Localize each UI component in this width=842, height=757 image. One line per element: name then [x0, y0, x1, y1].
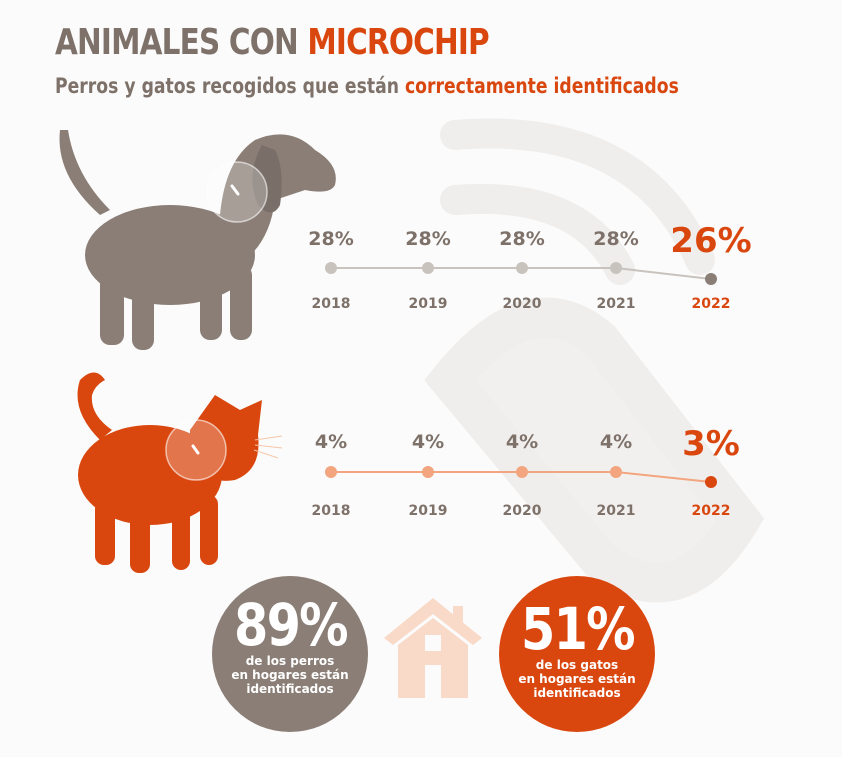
cats-stat: 51% de los gatos en hogares están identi…: [499, 600, 655, 700]
cat-year-label: 2018: [312, 503, 351, 519]
cat-year-label: 2020: [503, 503, 542, 519]
cat-value-label: 4%: [412, 431, 444, 453]
cat-point: [516, 466, 528, 478]
dogs-stat-value: 89%: [233, 591, 349, 659]
cats-stat-circle: [499, 576, 655, 732]
cat-whiskers: [253, 435, 283, 459]
dogs-stat-line1: de los perros: [245, 654, 335, 668]
cat-point: [610, 466, 622, 478]
dogs-stat: 89% de los perros en hogares están ident…: [212, 596, 368, 696]
dogs-stat-line2: en hogares están: [231, 668, 349, 682]
cat-line-chart: 4% 2018 4% 2019 4% 2020 4% 2021 3% 2022: [312, 424, 740, 519]
title-part2: MICROCHIP: [307, 22, 489, 63]
dog-point: [705, 273, 717, 285]
cat-icon: [77, 372, 262, 573]
dog-year-label: 2018: [312, 296, 351, 312]
dog-value-label: 28%: [593, 228, 638, 250]
cat-value-label: 3%: [682, 424, 740, 464]
chart-title: ANIMALES CON MICROCHIP: [55, 22, 490, 63]
dog-value-label: 28%: [499, 228, 544, 250]
cats-stat-line2: en hogares están: [518, 672, 636, 686]
cat-year-label: 2019: [409, 503, 448, 519]
cat-value-label: 4%: [506, 431, 538, 453]
dog-chip-mark: [230, 184, 240, 196]
subtitle-part1: Perros y gatos recogidos que están: [55, 74, 405, 98]
title-part1: ANIMALES CON: [55, 22, 308, 63]
dog-year-label: 2019: [409, 296, 448, 312]
dogs-stat-circle: [212, 576, 368, 732]
cat-chip-mark: [191, 444, 200, 455]
dog-year-label: 2022: [692, 296, 731, 312]
cat-year-label: 2021: [597, 503, 636, 519]
cat-value-label: 4%: [600, 431, 632, 453]
dogs-stat-line3: identificados: [246, 682, 334, 696]
dog-value-label: 26%: [670, 221, 751, 261]
chart-subtitle: Perros y gatos recogidos que están corre…: [55, 74, 679, 98]
dog-point: [422, 262, 434, 274]
house-door: [425, 665, 441, 698]
cat-point: [325, 466, 337, 478]
cats-stat-value: 51%: [520, 595, 636, 663]
house-icon: [384, 598, 482, 698]
cat-point: [705, 476, 717, 488]
dog-value-label: 28%: [308, 228, 353, 250]
dog-year-label: 2021: [597, 296, 636, 312]
dog-icon: [59, 130, 336, 350]
dog-point: [325, 262, 337, 274]
dog-year-label: 2020: [503, 296, 542, 312]
dog-line-chart: 28% 2018 28% 2019 28% 2020 28% 2021 26% 2022: [308, 221, 751, 312]
cat-year-label: 2022: [692, 503, 731, 519]
cat-value-label: 4%: [315, 431, 347, 453]
dog-point: [516, 262, 528, 274]
subtitle-part2: correctamente identificados: [404, 74, 679, 98]
cats-stat-line3: identificados: [533, 686, 621, 700]
dog-value-label: 28%: [405, 228, 450, 250]
house-window: [425, 635, 441, 651]
dog-point: [610, 262, 622, 274]
cat-point: [422, 466, 434, 478]
cats-stat-line1: de los gatos: [535, 658, 619, 672]
microchip-watermark-icon: [424, 118, 765, 603]
